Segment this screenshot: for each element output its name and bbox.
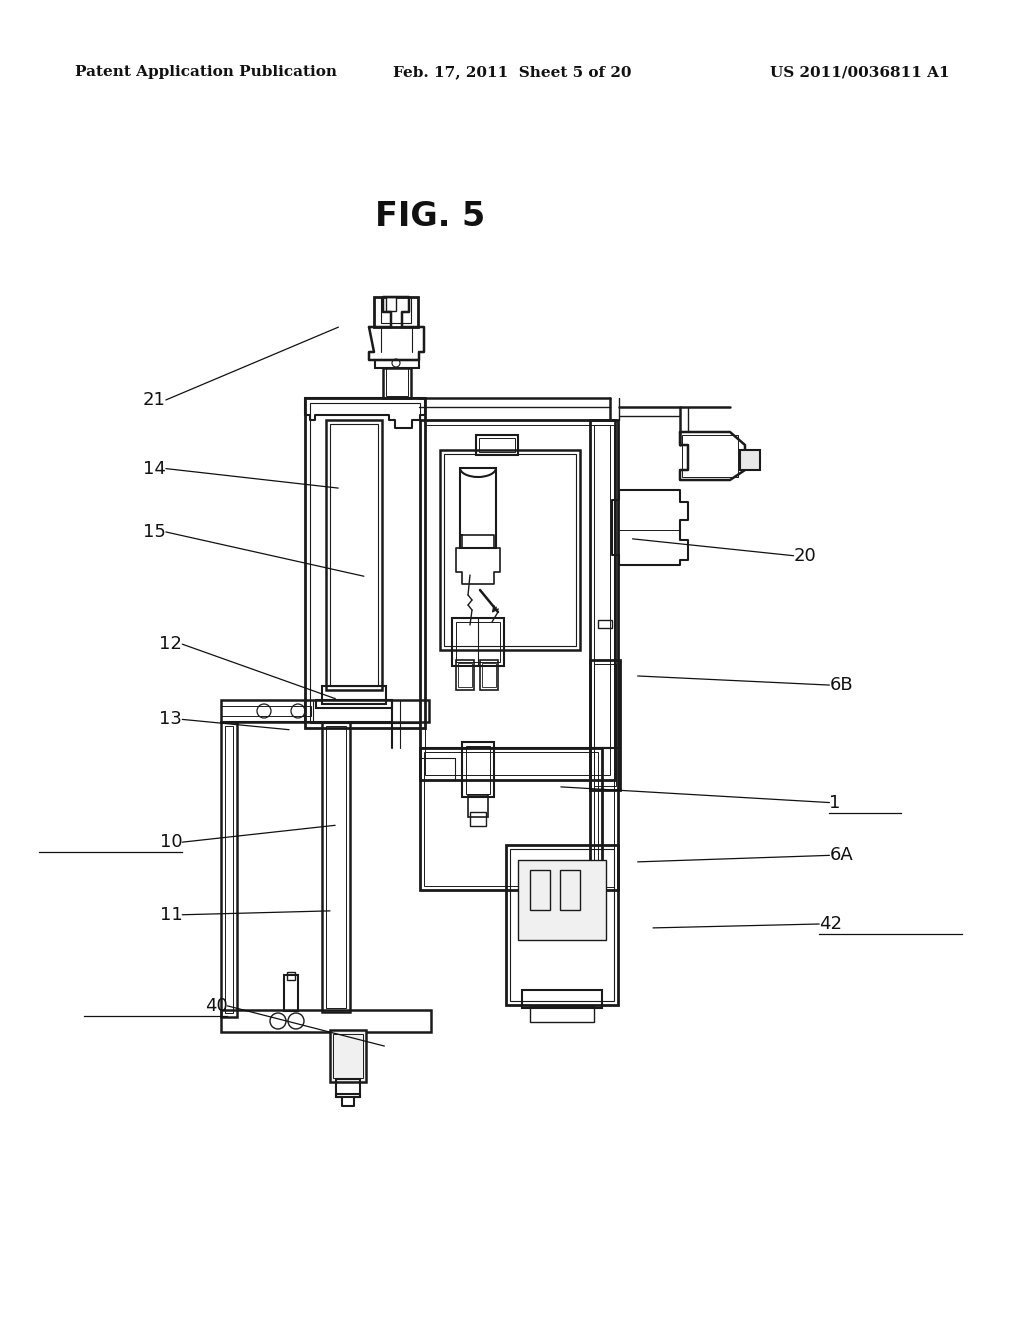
Text: 6A: 6A: [829, 846, 853, 865]
Bar: [482, 663, 496, 686]
Bar: [530, 870, 550, 909]
Bar: [381, 297, 411, 323]
Bar: [740, 450, 760, 470]
Bar: [322, 686, 386, 704]
Bar: [458, 663, 472, 686]
Text: Patent Application Publication: Patent Application Publication: [75, 65, 337, 79]
Bar: [506, 845, 618, 1005]
Text: 21: 21: [143, 391, 166, 409]
Bar: [456, 660, 474, 690]
Text: 40: 40: [205, 997, 227, 1015]
Bar: [598, 620, 612, 628]
Bar: [383, 368, 411, 399]
Bar: [480, 660, 498, 690]
Bar: [452, 618, 504, 667]
Bar: [221, 700, 429, 722]
Bar: [522, 990, 602, 1008]
Bar: [287, 972, 295, 979]
Bar: [440, 450, 580, 649]
Bar: [322, 722, 350, 1012]
Bar: [510, 849, 614, 1001]
Bar: [462, 742, 494, 797]
Bar: [374, 297, 418, 327]
Bar: [594, 664, 616, 785]
Bar: [594, 425, 614, 887]
Bar: [330, 424, 378, 686]
Text: 1: 1: [829, 793, 841, 812]
Bar: [316, 700, 392, 708]
Bar: [310, 403, 420, 723]
Bar: [225, 726, 233, 1012]
Bar: [444, 454, 575, 645]
Bar: [466, 746, 490, 795]
Bar: [326, 420, 382, 690]
Bar: [682, 436, 738, 477]
Bar: [424, 752, 598, 886]
Text: 6B: 6B: [829, 676, 853, 694]
Bar: [333, 1034, 362, 1078]
Bar: [420, 748, 602, 890]
Bar: [386, 297, 396, 312]
Bar: [425, 425, 610, 775]
Bar: [460, 469, 496, 548]
Bar: [221, 722, 237, 1016]
Bar: [330, 1030, 366, 1082]
Bar: [420, 420, 615, 780]
Bar: [221, 706, 311, 715]
Text: 42: 42: [819, 915, 842, 933]
Text: 12: 12: [160, 635, 182, 653]
Text: 14: 14: [143, 459, 166, 478]
Text: Feb. 17, 2011  Sheet 5 of 20: Feb. 17, 2011 Sheet 5 of 20: [393, 65, 631, 79]
Text: 15: 15: [143, 523, 166, 541]
Bar: [590, 660, 620, 789]
Text: 20: 20: [794, 546, 816, 565]
Bar: [479, 438, 515, 451]
Bar: [518, 861, 606, 940]
Bar: [375, 360, 419, 368]
Bar: [530, 1006, 594, 1022]
Text: US 2011/0036811 A1: US 2011/0036811 A1: [770, 65, 950, 79]
Text: FIG. 5: FIG. 5: [375, 201, 485, 234]
Bar: [476, 436, 518, 455]
Bar: [590, 420, 618, 890]
Text: 13: 13: [160, 710, 182, 729]
Bar: [336, 1078, 360, 1097]
Bar: [470, 812, 486, 826]
Bar: [386, 368, 408, 396]
Bar: [221, 1010, 431, 1032]
Bar: [560, 870, 580, 909]
Bar: [456, 622, 500, 663]
Bar: [284, 975, 298, 1011]
Bar: [305, 399, 425, 729]
Text: 11: 11: [160, 906, 182, 924]
Text: 10: 10: [160, 833, 182, 851]
Bar: [326, 726, 346, 1008]
Bar: [468, 795, 488, 817]
